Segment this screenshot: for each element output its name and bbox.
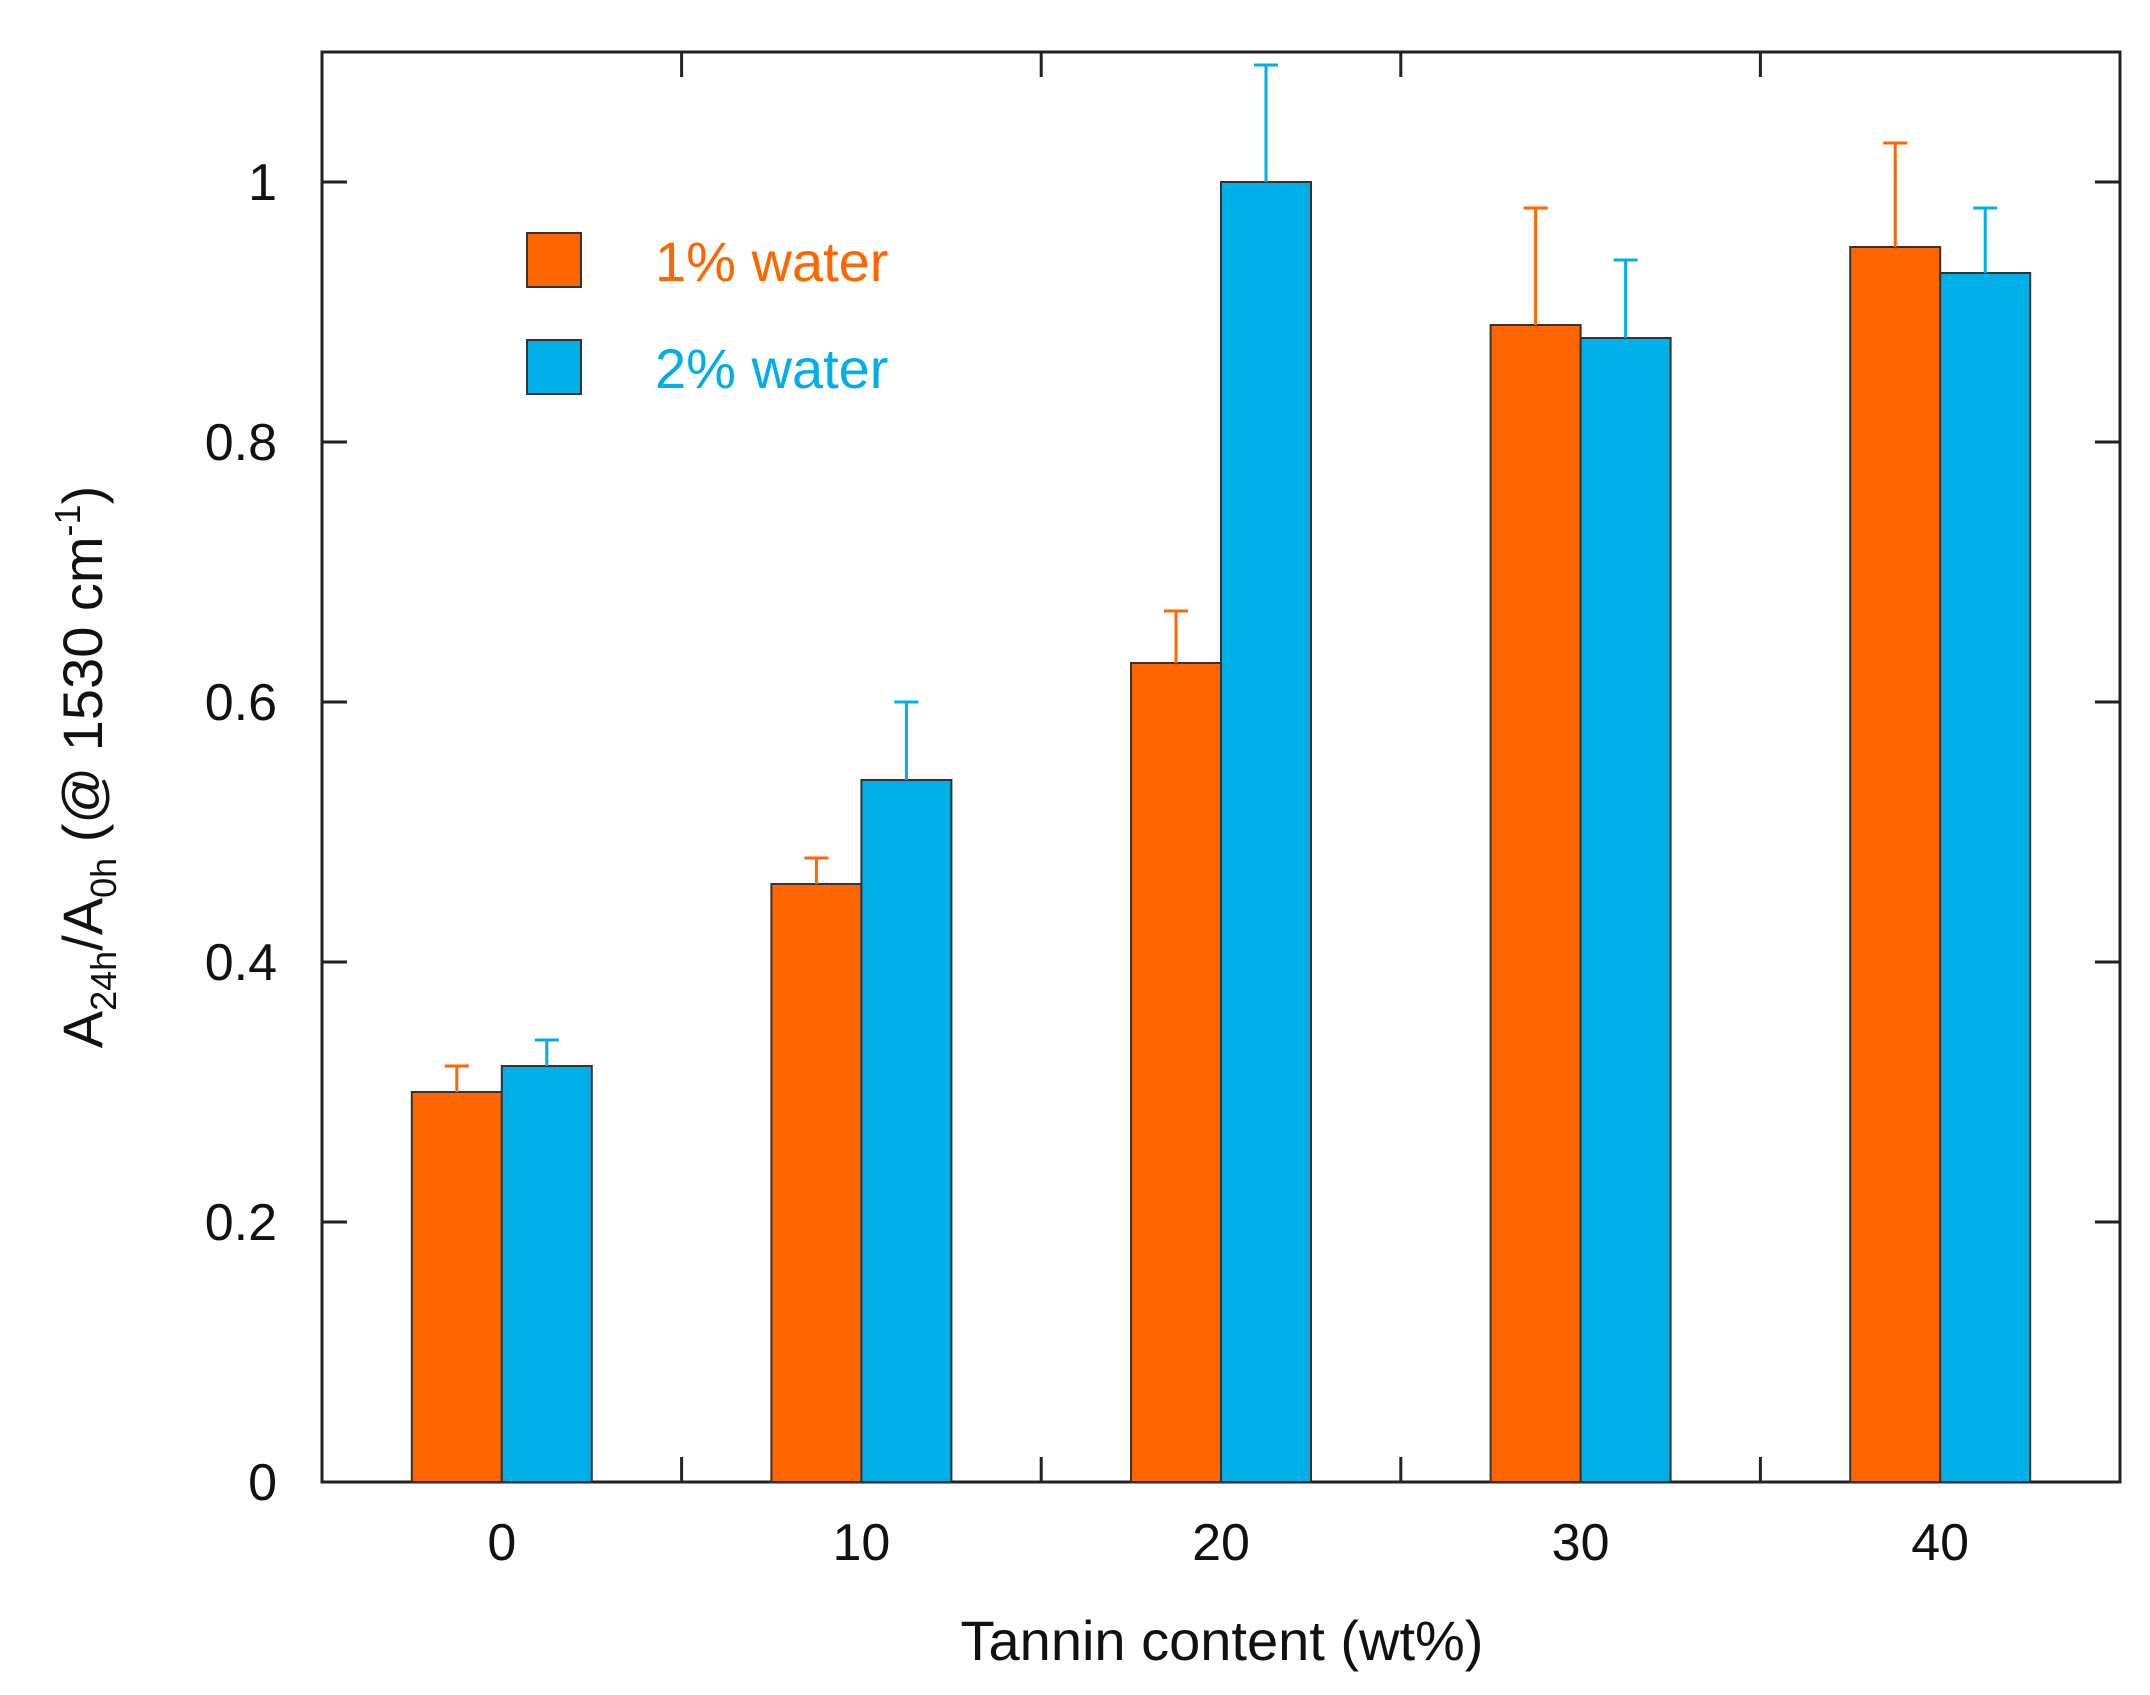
bar-series2-10 [860,779,953,1483]
bar-series2-20 [1220,181,1312,1483]
error-bars-group [444,63,1998,1092]
legend: 1% water 2% water [526,230,888,400]
legend-swatch-1pct-water [526,232,582,288]
y-axis-title: A24h/A0h (@ 1530 cm-1) [47,486,124,1048]
legend-swatch-2pct-water [526,339,582,395]
bar-series1-0 [410,1091,503,1483]
y-tick-label: 1 [248,154,277,212]
y-tick-label: 0.6 [205,674,277,732]
x-ticks-group: 0 10 20 30 40 [487,52,1969,1572]
y-tick-label: 0 [248,1454,277,1512]
x-tick-label: 10 [832,1514,890,1572]
bar-series1-30 [1489,324,1582,1483]
bar-series1-40 [1849,246,1942,1483]
x-tick-label: 20 [1192,1514,1250,1572]
legend-label-2pct-water: 2% water [655,337,888,400]
x-tick-label: 0 [487,1514,516,1572]
bar-series2-30 [1579,337,1672,1483]
bar-series1-10 [770,883,863,1483]
x-axis-title: Tannin content (wt%) [961,1609,1484,1672]
bar-series2-40 [1939,272,2032,1483]
y-tick-label: 0.8 [205,414,277,472]
y-tick-label: 0.2 [205,1194,277,1252]
legend-label-1pct-water: 1% water [655,230,888,293]
x-tick-label: 30 [1552,1514,1610,1572]
bar-series2-0 [500,1065,593,1483]
y-tick-label: 0.4 [205,934,277,992]
bar-series1-20 [1130,662,1222,1483]
x-tick-label: 40 [1911,1514,1969,1572]
bars-group [410,181,2032,1483]
y-ticks-group: 0 0.2 0.4 0.6 0.8 1 [205,154,2120,1512]
